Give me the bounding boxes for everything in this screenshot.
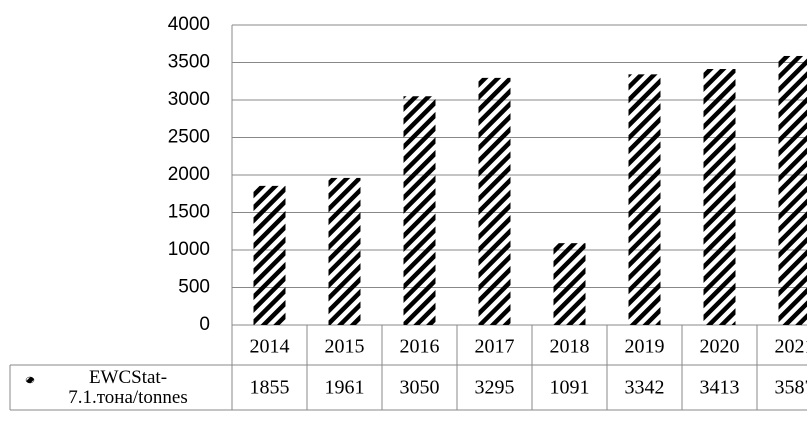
table-value: 3050 bbox=[400, 377, 440, 399]
table-value: 3587 bbox=[775, 377, 807, 399]
x-tick-label: 2014 bbox=[250, 336, 290, 358]
y-tick-label: 1000 bbox=[168, 239, 210, 260]
legend-label: EWCStat-7.1.тона/tonnes bbox=[68, 367, 188, 408]
bar bbox=[478, 77, 511, 325]
x-tick-label: 2019 bbox=[625, 336, 665, 358]
y-tick-label: 2000 bbox=[168, 164, 210, 185]
legend-key bbox=[25, 376, 35, 384]
table-value: 1961 bbox=[325, 377, 365, 399]
x-tick-label: 2016 bbox=[400, 336, 440, 358]
bar bbox=[253, 185, 286, 325]
bar bbox=[553, 243, 586, 325]
table-value: 3413 bbox=[700, 377, 740, 399]
table-value: 3295 bbox=[475, 377, 515, 399]
y-tick-label: 500 bbox=[178, 277, 210, 298]
table-value: 1091 bbox=[550, 377, 590, 399]
bar bbox=[628, 74, 661, 325]
x-tick-label: 2021 bbox=[775, 336, 807, 358]
x-tick-label: 2020 bbox=[700, 336, 740, 358]
bar bbox=[328, 177, 361, 325]
table-value: 1855 bbox=[250, 377, 290, 399]
x-tick-label: 2018 bbox=[550, 336, 590, 358]
x-tick-label: 2017 bbox=[475, 336, 515, 358]
x-tick-label: 2015 bbox=[325, 336, 365, 358]
y-tick-label: 1500 bbox=[168, 202, 210, 223]
bar bbox=[703, 69, 736, 326]
y-tick-label: 3000 bbox=[168, 89, 210, 110]
y-tick-label: 4000 bbox=[168, 14, 210, 35]
bar bbox=[403, 96, 436, 325]
table-value: 3342 bbox=[625, 377, 665, 399]
bar bbox=[778, 55, 807, 325]
y-tick-label: 0 bbox=[199, 314, 210, 335]
y-tick-label: 2500 bbox=[168, 127, 210, 148]
y-tick-label: 3500 bbox=[168, 52, 210, 73]
